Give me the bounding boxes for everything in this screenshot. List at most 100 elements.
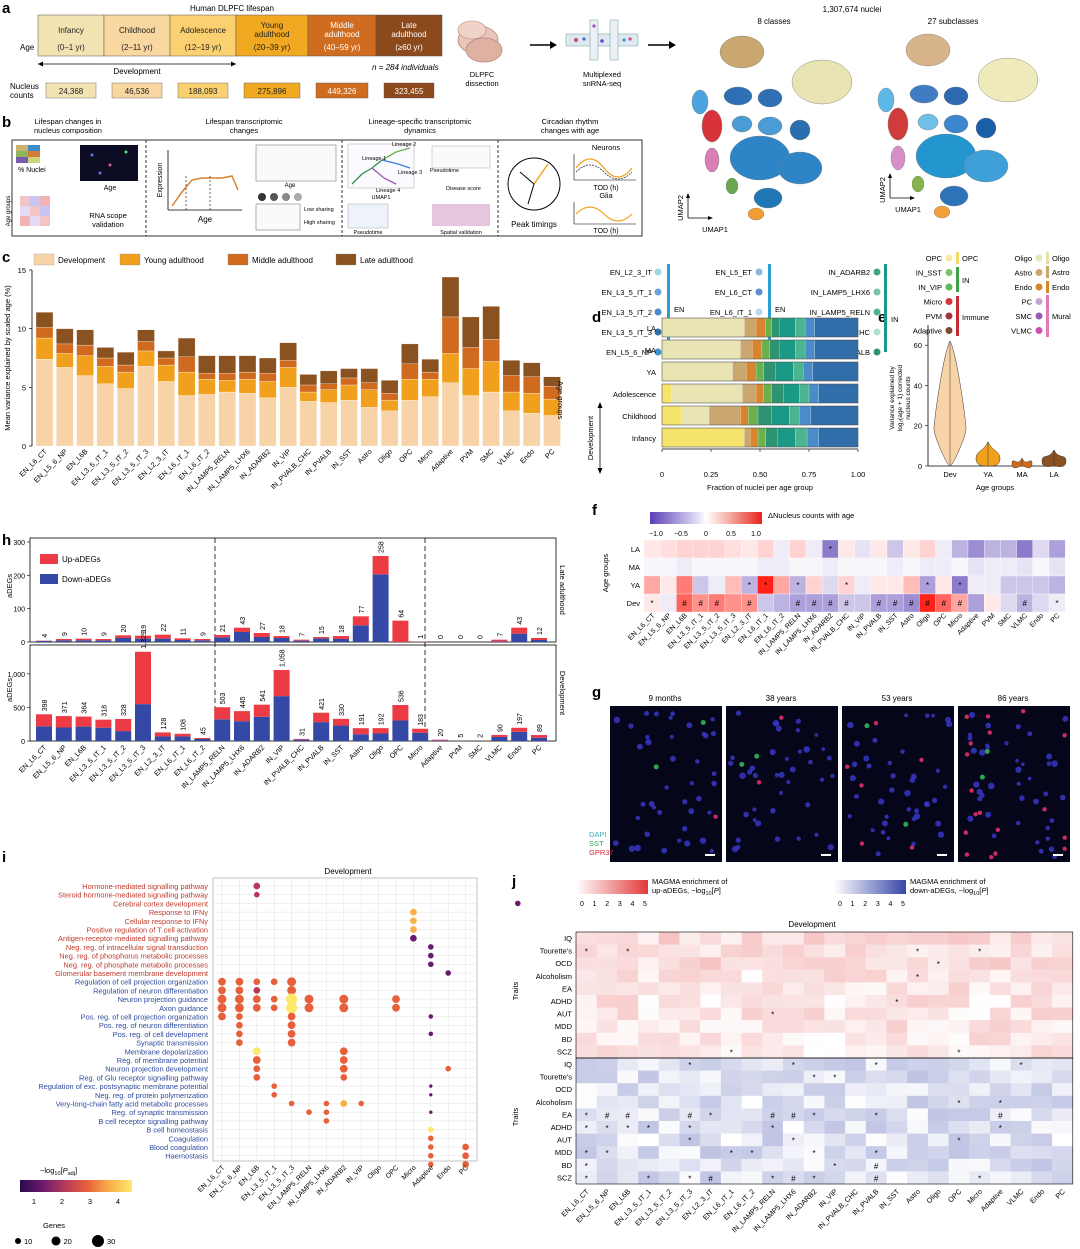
j-down-cell xyxy=(638,1070,659,1084)
i-xlabel: Oligo xyxy=(367,1164,384,1181)
j-down-cell xyxy=(658,1146,680,1159)
j-row-label: IQ xyxy=(564,1060,572,1069)
g-dapi-nucleus xyxy=(1015,724,1021,730)
f-mark: # xyxy=(812,599,817,608)
g-gpr37: GPR37 xyxy=(589,848,614,857)
i-dot xyxy=(410,934,417,942)
j-up-cell xyxy=(679,982,701,995)
j-down-cell xyxy=(658,1095,680,1109)
f-xlabel: Endo xyxy=(1029,612,1046,629)
j-down-mark: * xyxy=(875,1061,878,1070)
i-term: Hormone-mediated signalling pathway xyxy=(82,882,208,891)
g-dapi-nucleus xyxy=(772,719,780,727)
j-up-cell xyxy=(907,957,928,970)
j-down-mark: # xyxy=(708,1174,713,1183)
g-dapi-nucleus xyxy=(1038,848,1044,854)
c-bar-late-adulthood xyxy=(279,342,297,361)
i-dot xyxy=(235,986,244,995)
d-segment xyxy=(804,317,815,338)
j-down-cell xyxy=(824,1108,846,1121)
j-down-cell xyxy=(720,1158,742,1172)
h-late-label: 0 xyxy=(478,635,485,639)
j-up-cell xyxy=(783,944,804,958)
c-bar-late-adulthood xyxy=(137,329,155,342)
d-segment xyxy=(808,383,819,404)
group-label: Oligo xyxy=(1052,254,1070,263)
g-dapi-nucleus xyxy=(911,773,917,780)
j-up-cell xyxy=(720,1020,742,1033)
i-size-legend: 10 20 30 xyxy=(15,1235,115,1247)
f-mark: # xyxy=(941,599,946,608)
panel-g: 9 months 38 years 53 years 86 years DAPI SS… xyxy=(589,694,1070,862)
h-dev-label: 1,058 xyxy=(280,649,287,667)
h-late-label: 18 xyxy=(280,625,287,633)
j-down-cell xyxy=(886,1095,908,1109)
h-late-label: 7 xyxy=(299,633,306,637)
i-dot xyxy=(286,993,298,1005)
h-late-up-bar xyxy=(95,639,112,641)
h-late-up-bar xyxy=(392,620,409,642)
j-up-cell xyxy=(638,982,659,995)
stage-name: Late xyxy=(401,21,417,30)
j-down-cell xyxy=(762,1146,783,1159)
j-down-cell xyxy=(700,1058,721,1071)
j-down-mark: * xyxy=(585,1124,588,1133)
j-down-cell xyxy=(741,1146,763,1159)
i-dot xyxy=(253,891,260,898)
j-up-cell xyxy=(741,944,763,958)
j-up-cell xyxy=(783,995,804,1008)
j-down-mark: * xyxy=(750,1149,753,1158)
g-dapi-nucleus xyxy=(890,773,896,779)
f-cell xyxy=(724,593,742,613)
i-cbar-tick: 2 xyxy=(60,1197,64,1206)
g-gpr37-cell xyxy=(968,741,973,746)
g-gpr37-cell xyxy=(756,780,762,785)
j-up-cell xyxy=(948,1045,970,1058)
h-dev-down-bar xyxy=(75,726,92,741)
f-mark: * xyxy=(829,545,832,554)
j-down-cell xyxy=(783,1158,804,1172)
f-cell xyxy=(984,593,1001,613)
c-bar-late-adulthood xyxy=(198,355,216,374)
j-up-cell xyxy=(679,944,701,958)
j-up-cell xyxy=(969,1020,990,1033)
c-bar-development xyxy=(502,410,521,447)
f-cell xyxy=(805,557,823,577)
c-bar-middle-adulthood xyxy=(56,343,74,354)
c-bar-development xyxy=(35,359,54,447)
j-down-cell xyxy=(803,1095,825,1109)
g-dapi-nucleus xyxy=(661,847,668,854)
j-down-cell xyxy=(700,1133,721,1147)
i-dot xyxy=(236,1021,243,1029)
j-up-cell xyxy=(783,1007,804,1021)
d-segment xyxy=(779,317,796,338)
f-row-label: Dev xyxy=(627,599,641,608)
f-cell xyxy=(643,539,661,559)
h-dev-label: 128 xyxy=(161,718,168,730)
i-term: Reg. of synaptic transmission xyxy=(111,1108,208,1117)
h-late-up-bar xyxy=(75,638,92,641)
panel-b: Lifespan changes in nucleus composition L… xyxy=(6,117,643,237)
g-dapi-nucleus xyxy=(743,811,749,818)
i-term: Response to IFNγ xyxy=(149,908,208,917)
f-cell xyxy=(967,539,985,559)
panel-i: Development Hormone-mediated signalling … xyxy=(15,867,521,1247)
g-dapi-nucleus xyxy=(847,814,852,819)
j-up-cell xyxy=(803,982,825,995)
b-title-2: Lifespan transcriptomic changes xyxy=(205,117,282,135)
j-down-cell xyxy=(762,1108,783,1121)
stage-box xyxy=(307,14,377,57)
i-dot xyxy=(236,1039,243,1046)
h-late-down-bar xyxy=(36,641,52,642)
umap-subclasses xyxy=(877,33,1039,219)
j-up-cell xyxy=(1010,982,1032,995)
c-bar-young-adulthood xyxy=(523,393,541,414)
j-ylabel-down: Traits xyxy=(511,1108,520,1127)
umap-cluster xyxy=(719,35,765,69)
j-down-cell xyxy=(927,1070,949,1084)
g-gpr37-cell xyxy=(995,827,1001,832)
h-late-label: 10 xyxy=(82,628,89,636)
j-down-cell xyxy=(907,1133,928,1147)
j-up-cell xyxy=(679,969,701,983)
